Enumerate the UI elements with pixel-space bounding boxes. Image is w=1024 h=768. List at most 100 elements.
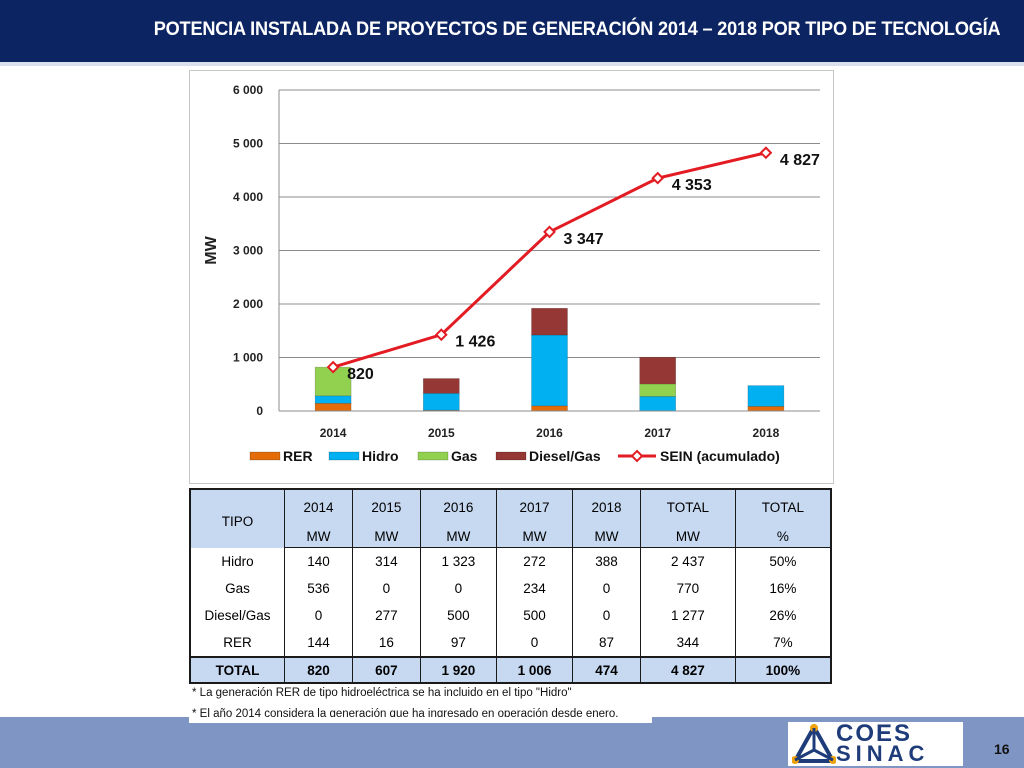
table-cell: 0 (351, 575, 421, 602)
table-unit-cell: MW (640, 525, 736, 548)
y-tick-label: 5 000 (233, 137, 263, 151)
table-cell: 0 (284, 602, 353, 629)
table-total-cell: TOTAL (189, 656, 285, 684)
data-label: 820 (347, 366, 374, 383)
table-unit-cell: MW (284, 525, 353, 548)
table-total-row: TOTAL 820 607 1 920 1 006 474 4 827 100% (189, 656, 832, 684)
triangle-logo-icon (792, 724, 836, 764)
bar-segment (423, 393, 460, 411)
table-cell: Gas (189, 575, 285, 602)
table-header-cell: TOTAL (640, 489, 736, 525)
line-point (434, 328, 448, 342)
footer-notch (189, 717, 652, 723)
bar-segment (314, 395, 352, 404)
bar-segment (531, 334, 568, 407)
data-label: 1 426 (455, 334, 495, 351)
footnote-rer: * La generación RER de tipo hidroeléctri… (192, 687, 572, 699)
table-cell: 770 (640, 575, 736, 602)
table-body: Hidro 140 314 1 323 272 388 2 437 50% Gas 536 0 0 23… (189, 547, 832, 657)
header-stripe (0, 62, 1024, 66)
logo-line-2: SINAC (836, 741, 930, 766)
y-tick-label: 1 000 (233, 351, 263, 365)
table-unit-cell: MW (495, 525, 574, 548)
legend-label: RER (283, 448, 313, 464)
bar-segment (747, 385, 785, 407)
table-cell: 1 277 (640, 602, 736, 629)
table-cell: 277 (351, 602, 421, 629)
table-header-cell: 2015 (351, 489, 421, 525)
table-cell: 26% (734, 602, 832, 629)
y-tick-label: 0 (256, 404, 263, 418)
legend-marker (630, 449, 644, 463)
y-tick-label: 6 000 (233, 83, 263, 97)
y-axis-label: MW (203, 235, 220, 264)
table-total-cell: 820 (284, 656, 353, 684)
coes-sinac-logo: COES SINAC (788, 722, 963, 766)
legend-swatch (495, 451, 527, 461)
table-total-cell: 4 827 (640, 656, 736, 684)
logo-line-1: COES (836, 720, 913, 747)
bar-segment (423, 378, 460, 394)
table-cell: 344 (640, 629, 736, 657)
table-header-row: TIPO 2014 2015 2016 2017 2018 TOTAL TOTAL (189, 489, 832, 548)
legend-label: SEIN (acumulado) (660, 448, 780, 464)
line-point (326, 360, 340, 374)
table-unit-cell: % (734, 525, 832, 548)
bar-segment (314, 402, 352, 412)
x-tick-label: 2017 (644, 426, 671, 440)
bar-segment (531, 307, 568, 336)
table-header-cell: 2018 (572, 489, 642, 525)
line-point (651, 171, 665, 185)
bar-segment (639, 383, 677, 397)
bar-segment (639, 396, 677, 412)
table-cell: Hidro (189, 547, 285, 575)
chart-container: 0 1 000 2 000 3 000 4 000 5 000 6 000 MW 2014 201… (189, 70, 834, 484)
table-cell: 1 323 (419, 547, 497, 575)
table-cell: 500 (495, 602, 574, 629)
table-cell: 388 (572, 547, 642, 575)
table-cell: 272 (495, 547, 574, 575)
table-row: Diesel/Gas 0 277 500 500 0 1 277 26% (189, 602, 832, 629)
table-total-cell: 474 (572, 656, 642, 684)
table-unit-cell: MW (572, 525, 642, 548)
table-cell: 50% (734, 547, 832, 575)
table-cell: 0 (572, 602, 642, 629)
legend-label: Diesel/Gas (529, 448, 601, 464)
table-cell: 0 (419, 575, 497, 602)
table-cell: 0 (495, 629, 574, 657)
table-cell: RER (189, 629, 285, 657)
bar-segment (747, 406, 785, 412)
table-cell: 0 (572, 575, 642, 602)
table-cell: 536 (284, 575, 353, 602)
data-label: 4 827 (780, 152, 820, 169)
bar-segment (531, 405, 568, 412)
legend-swatch (249, 451, 281, 461)
bar-segment (639, 356, 677, 385)
table-header-cell: 2014 (284, 489, 353, 525)
table-cell: 144 (284, 629, 353, 657)
y-tick-label: 4 000 (233, 190, 263, 204)
table-unit-row: MW MW MW MW MW MW% (190, 525, 832, 548)
slide-title: POTENCIA INSTALADA DE PROYECTOS DE GENER… (153, 18, 1000, 40)
table-total-cell: 607 (351, 656, 421, 684)
x-tick-label: 2014 (320, 426, 347, 440)
x-tick-label: 2018 (753, 426, 780, 440)
table-header-cell: 2016 (419, 489, 497, 525)
table-header-cell: 2017 (495, 489, 574, 525)
table-cell: 7% (734, 629, 832, 657)
data-label: 3 347 (564, 231, 604, 248)
y-tick-label: 3 000 (233, 244, 263, 258)
table-row: RER 144 16 97 0 87 344 7% (189, 629, 832, 657)
table-cell: 234 (495, 575, 574, 602)
table-total-cell: 1 920 (419, 656, 497, 684)
x-tick-label: 2016 (536, 426, 563, 440)
table-row: Hidro 140 314 1 323 272 388 2 437 50% (189, 547, 832, 575)
line-point (543, 225, 556, 239)
table-unit-cell: MW (419, 525, 497, 548)
table-cell: 2 437 (640, 547, 736, 575)
stacked-bar-line-chart: 0 1 000 2 000 3 000 4 000 5 000 6 000 MW 2014 201… (203, 83, 820, 464)
table-cell: 16% (734, 575, 832, 602)
table-header-cell: TOTAL (734, 489, 832, 525)
data-label: 4 353 (672, 177, 712, 194)
table-total-cell: 100% (734, 656, 832, 684)
